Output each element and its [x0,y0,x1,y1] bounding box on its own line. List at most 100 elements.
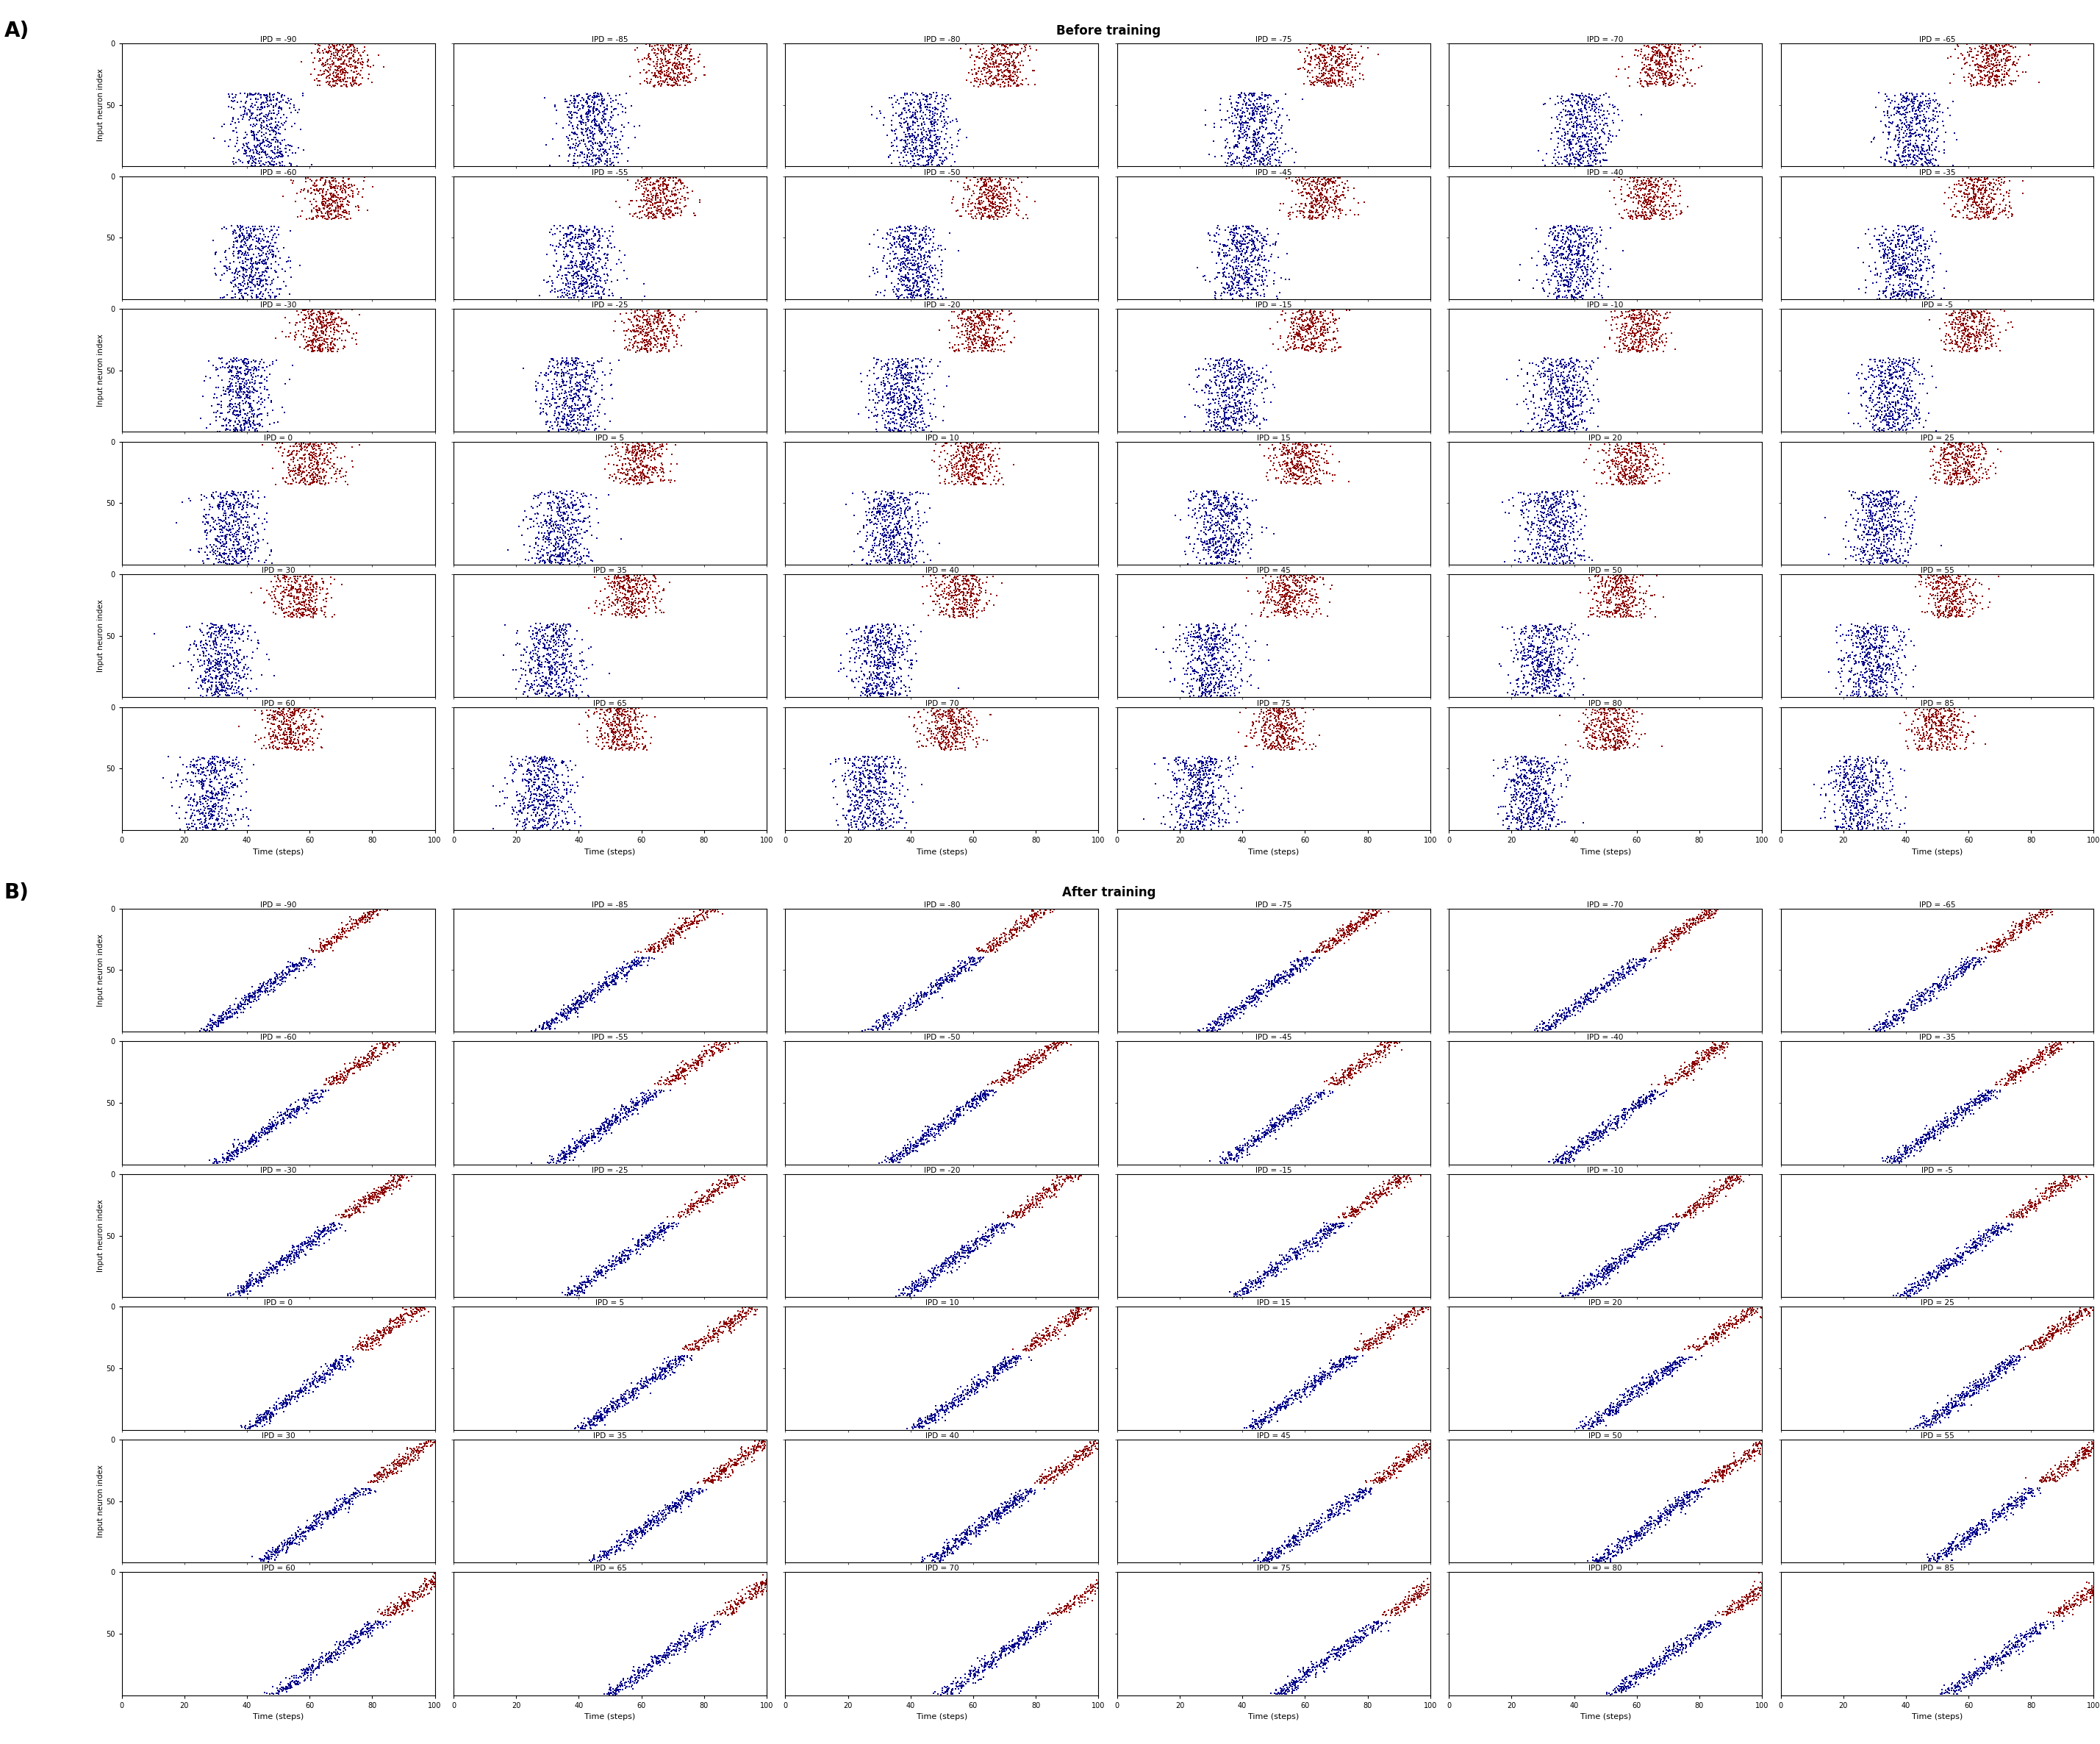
Point [1283,1236,1317,1264]
Point [1270,579,1304,607]
Point [1585,1109,1619,1137]
Point [229,1137,262,1165]
Point [1858,630,1892,657]
Point [1016,1189,1050,1217]
Point [1655,1352,1688,1380]
Point [1218,221,1252,249]
Point [223,401,256,429]
Point [290,1659,323,1686]
Point [1226,366,1260,394]
Point [853,787,886,814]
Point [624,337,657,364]
Point [254,710,288,738]
Point [668,924,701,952]
Point [1558,361,1592,389]
Point [1254,699,1287,727]
Point [951,1090,985,1118]
Point [319,305,353,333]
Point [1529,502,1562,530]
Point [884,495,918,523]
Point [1256,1535,1289,1563]
Point [1331,1493,1365,1521]
Point [2062,1442,2096,1470]
Point [519,752,552,780]
Point [863,630,897,657]
Point [617,713,651,741]
Point [995,1066,1029,1093]
Point [1829,752,1863,780]
Point [907,1263,941,1291]
Point [1898,122,1932,150]
Point [676,1331,710,1359]
Point [1628,54,1661,82]
Point [244,373,277,401]
Point [1012,1048,1046,1076]
Point [1506,767,1539,795]
Point [514,492,548,520]
Point [332,1057,365,1085]
Point [1325,1346,1359,1374]
Point [620,567,653,595]
Point [1606,1388,1640,1416]
Point [634,576,668,603]
Point [267,966,300,994]
Point [1730,1298,1764,1325]
Point [1596,710,1630,738]
Point [947,589,981,617]
Point [634,192,668,220]
Point [651,1359,685,1386]
Point [1590,146,1623,174]
Point [872,413,905,441]
Point [300,596,334,624]
Point [1634,938,1667,966]
Point [622,1376,655,1404]
Point [1678,907,1711,935]
Point [890,1137,924,1165]
Point [1308,1219,1342,1247]
Point [2041,1454,2075,1482]
Point [195,647,229,675]
Point [640,1646,674,1674]
Point [1863,375,1896,403]
Point [1214,1144,1247,1172]
Point [1216,146,1250,174]
Point [962,466,995,494]
Point [584,85,617,113]
Point [1021,1188,1054,1216]
Point [1319,1500,1352,1528]
Point [611,577,645,605]
Point [1182,794,1216,821]
Point [256,1540,290,1568]
Point [924,89,958,117]
Point [890,235,924,263]
Point [353,1182,386,1210]
Point [1310,1496,1344,1524]
Point [859,525,892,553]
Point [1304,192,1338,220]
Point [949,1380,983,1407]
Point [1987,1631,2020,1659]
Point [901,105,934,133]
Point [229,985,262,1013]
Point [884,112,918,140]
Point [977,931,1010,959]
Point [302,1231,336,1259]
Point [1411,1564,1445,1592]
Point [1903,108,1936,136]
Point [1970,1373,2003,1400]
Point [388,1442,422,1470]
Point [1856,485,1890,513]
Point [1214,1146,1247,1174]
Point [1233,356,1266,384]
Point [250,141,284,169]
Point [653,65,687,92]
Point [872,807,905,835]
Point [588,1107,622,1135]
Point [863,760,897,788]
Point [1577,146,1611,174]
Point [1550,999,1583,1027]
Point [1544,544,1577,572]
Point [206,799,239,827]
Point [584,1393,617,1421]
Point [533,1015,567,1043]
